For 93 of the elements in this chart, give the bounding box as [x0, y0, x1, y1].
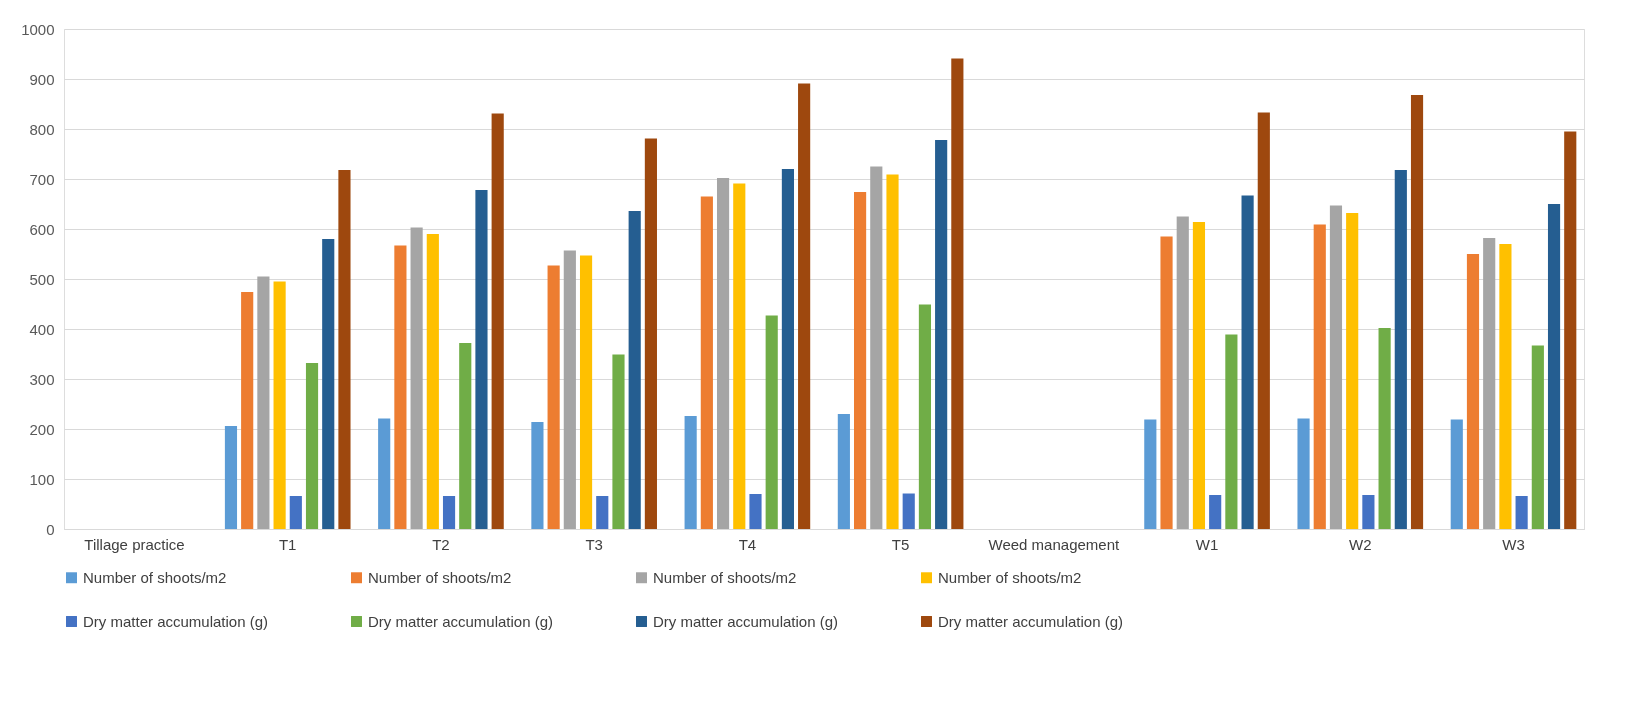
bar: [854, 192, 867, 529]
bar: [442, 496, 456, 529]
bar: [798, 83, 811, 529]
bar: [426, 234, 439, 529]
y-tick-label: 800: [29, 120, 55, 138]
bar: [410, 227, 423, 529]
bar: [628, 211, 641, 529]
bar: [700, 196, 713, 529]
bar: [241, 292, 254, 529]
x-tick-label: W2: [1349, 535, 1372, 553]
x-tick-label: T1: [278, 535, 297, 553]
bar: [547, 265, 560, 529]
bar: [1564, 131, 1577, 529]
bar: [1346, 213, 1359, 529]
bar: [1362, 495, 1375, 529]
y-tick-label: 200: [29, 420, 55, 438]
bar: [1547, 204, 1561, 529]
legend-label: Number of shoots/m2: [653, 568, 797, 586]
bar: [1313, 224, 1326, 529]
legend-label: Number of shoots/m2: [368, 568, 512, 586]
bar: [837, 414, 850, 529]
bar: [1410, 95, 1424, 529]
bar: [918, 304, 932, 529]
y-tick-label: 1000: [21, 20, 55, 38]
bar: [273, 281, 286, 529]
bar: [1450, 419, 1463, 529]
y-tick-label: 300: [29, 370, 55, 388]
bar: [749, 494, 762, 529]
x-tick-label: T3: [585, 535, 603, 553]
bar: [257, 276, 270, 529]
legend-label: Dry matter accumulation (g): [653, 612, 839, 630]
y-tick-label: 500: [29, 270, 55, 288]
bar: [322, 239, 335, 529]
x-tick-label: T5: [891, 535, 910, 553]
bar: [1225, 334, 1238, 529]
bar: [684, 416, 697, 529]
bar: [563, 250, 576, 529]
bar: [378, 418, 391, 529]
legend-label: Dry matter accumulation (g): [938, 612, 1124, 630]
bar: [612, 354, 625, 529]
bar: [1515, 496, 1528, 529]
legend-label: Dry matter accumulation (g): [368, 612, 554, 630]
x-tick-label: W1: [1195, 535, 1219, 553]
bar: [902, 493, 915, 529]
x-tick-label: Tillage practice: [84, 535, 185, 553]
bar: [765, 315, 778, 529]
bar: [1483, 238, 1496, 529]
bar: [644, 138, 657, 529]
bar: [289, 496, 302, 529]
bar: [1394, 170, 1407, 529]
bar: [935, 140, 948, 529]
bar: [1329, 205, 1343, 529]
bar: [1241, 195, 1254, 529]
bar: [491, 113, 504, 529]
x-tick-label: W3: [1502, 535, 1525, 553]
bar: [733, 183, 746, 529]
legend-label: Number of shoots/m2: [83, 568, 227, 586]
y-tick-label: 900: [29, 70, 55, 88]
bar: [1466, 254, 1480, 529]
x-tick-label: Weed management: [988, 535, 1120, 553]
legend-label: Number of shoots/m2: [938, 568, 1082, 586]
y-tick-label: 100: [29, 470, 55, 488]
bar: [716, 178, 730, 529]
bar: [886, 174, 899, 529]
bar: [1531, 345, 1544, 529]
bar: [305, 363, 319, 529]
legend-label: Dry matter accumulation (g): [83, 612, 269, 630]
y-tick-label: 700: [29, 170, 55, 188]
bar: [1144, 419, 1157, 529]
bar: [1257, 112, 1270, 529]
bar: [781, 169, 794, 529]
bar: [1297, 418, 1310, 529]
bar: [531, 422, 544, 529]
bar: [459, 343, 472, 529]
y-tick-label: 600: [29, 220, 55, 238]
y-tick-label: 400: [29, 320, 55, 338]
x-tick-label: T2: [432, 535, 450, 553]
bar: [1378, 328, 1391, 529]
bar: [1176, 216, 1189, 529]
bar: [475, 190, 488, 529]
bar: [224, 426, 238, 529]
bar: [1499, 244, 1512, 529]
bar: [1160, 236, 1173, 529]
bar: [951, 58, 964, 529]
bar: [394, 245, 407, 529]
y-tick-label: 0: [46, 520, 55, 538]
x-tick-label: T4: [738, 535, 757, 553]
bar: [596, 496, 609, 529]
bar: [1209, 495, 1222, 529]
bar: [579, 255, 593, 529]
bar: [338, 170, 351, 529]
bar: [870, 166, 883, 529]
bar: [1192, 222, 1206, 529]
